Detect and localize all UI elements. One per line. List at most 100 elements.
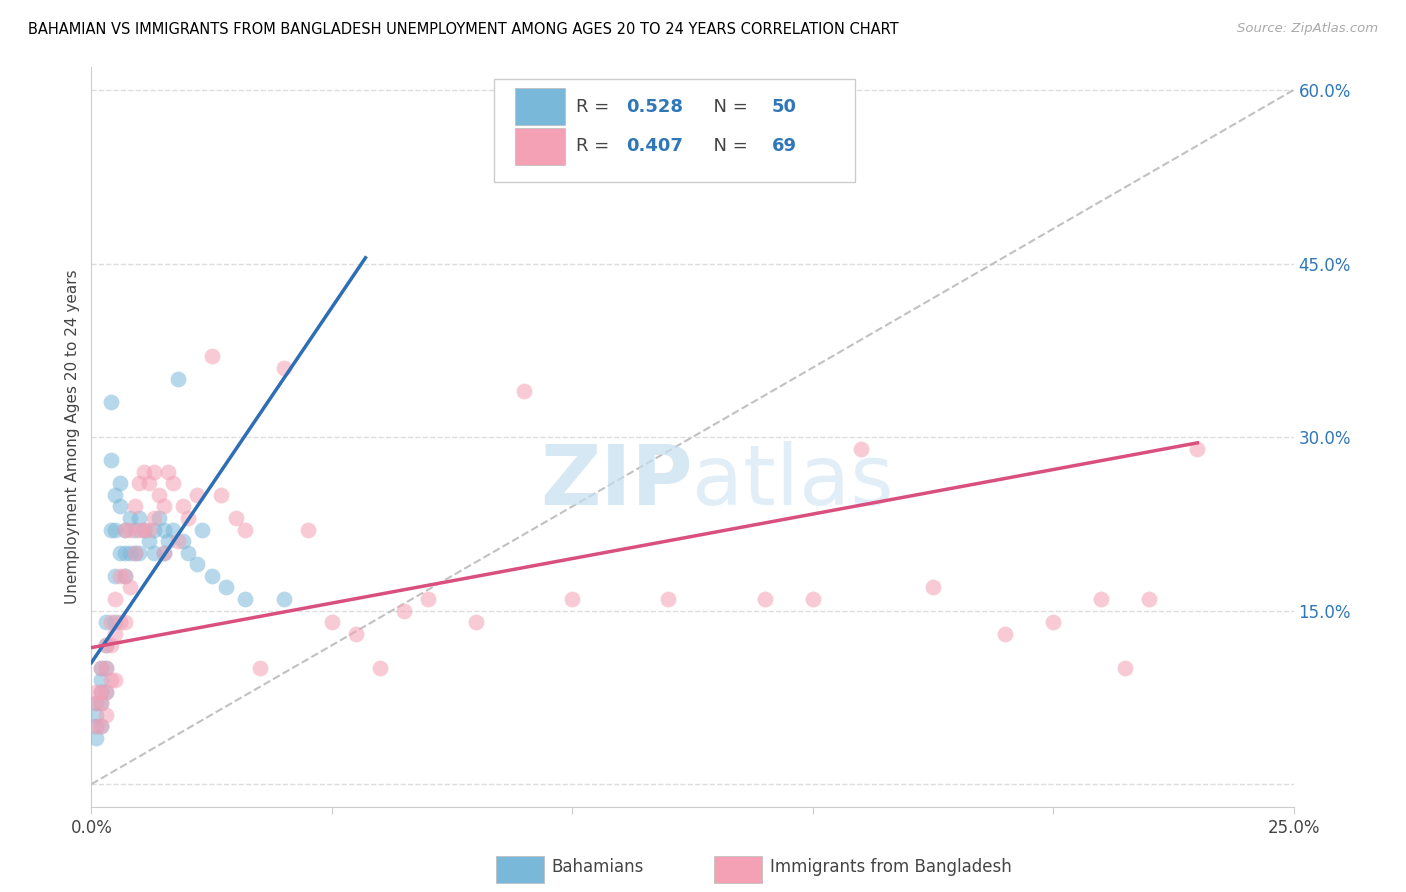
Point xyxy=(186,558,208,572)
Point xyxy=(1042,615,1064,630)
Point xyxy=(104,523,127,537)
Point xyxy=(128,476,150,491)
Point xyxy=(118,523,141,537)
Point xyxy=(273,592,295,607)
Point xyxy=(84,719,107,733)
Text: 69: 69 xyxy=(772,137,797,155)
Point xyxy=(110,500,132,514)
Point xyxy=(124,546,146,560)
Point xyxy=(84,707,107,722)
Point xyxy=(1137,592,1160,607)
Point xyxy=(134,523,156,537)
FancyBboxPatch shape xyxy=(515,128,565,165)
Point xyxy=(110,546,132,560)
Point xyxy=(104,569,127,583)
Point xyxy=(172,534,194,549)
Point xyxy=(134,523,156,537)
Point xyxy=(152,500,174,514)
Point xyxy=(94,638,117,652)
Point xyxy=(1090,592,1112,607)
Point xyxy=(90,673,112,687)
Point xyxy=(114,569,136,583)
Point xyxy=(110,615,132,630)
Point xyxy=(321,615,343,630)
Point xyxy=(167,534,190,549)
Point xyxy=(233,592,256,607)
Point xyxy=(344,626,367,640)
Point xyxy=(124,500,146,514)
Text: R =: R = xyxy=(576,98,614,116)
Point xyxy=(100,615,122,630)
Point xyxy=(157,534,180,549)
Point xyxy=(114,523,136,537)
Point xyxy=(114,546,136,560)
Point xyxy=(142,523,165,537)
Point xyxy=(922,581,945,595)
Point xyxy=(100,673,122,687)
Point xyxy=(84,684,107,698)
Point xyxy=(152,546,174,560)
Point xyxy=(162,476,184,491)
Text: 50: 50 xyxy=(772,98,797,116)
Point xyxy=(148,488,170,502)
Point xyxy=(128,523,150,537)
Point xyxy=(100,523,122,537)
Point xyxy=(249,661,271,675)
Point xyxy=(209,488,232,502)
Point xyxy=(201,349,224,363)
Text: N =: N = xyxy=(702,98,754,116)
Point xyxy=(118,581,141,595)
Point xyxy=(801,592,824,607)
Point xyxy=(110,569,132,583)
Point xyxy=(142,465,165,479)
Point xyxy=(172,500,194,514)
Point xyxy=(90,684,112,698)
Point xyxy=(416,592,439,607)
Point xyxy=(128,511,150,525)
Point xyxy=(100,638,122,652)
Point xyxy=(233,523,256,537)
Point xyxy=(176,546,198,560)
Point xyxy=(657,592,679,607)
Point xyxy=(138,523,160,537)
Text: 0.407: 0.407 xyxy=(626,137,683,155)
Point xyxy=(90,719,112,733)
Point xyxy=(94,684,117,698)
Point xyxy=(110,476,132,491)
Y-axis label: Unemployment Among Ages 20 to 24 years: Unemployment Among Ages 20 to 24 years xyxy=(65,269,80,605)
Point xyxy=(513,384,536,398)
Point xyxy=(104,673,127,687)
Point xyxy=(754,592,776,607)
Point xyxy=(142,511,165,525)
FancyBboxPatch shape xyxy=(515,88,565,126)
Point xyxy=(392,604,415,618)
Point xyxy=(215,581,238,595)
Point xyxy=(152,523,174,537)
Point xyxy=(297,523,319,537)
Point xyxy=(104,592,127,607)
Point xyxy=(90,684,112,698)
Point xyxy=(84,696,107,710)
Point xyxy=(561,592,583,607)
Text: Immigrants from Bangladesh: Immigrants from Bangladesh xyxy=(770,858,1012,876)
Point xyxy=(94,661,117,675)
Point xyxy=(201,569,224,583)
Point xyxy=(90,696,112,710)
Point xyxy=(225,511,247,525)
FancyBboxPatch shape xyxy=(494,79,855,182)
Text: atlas: atlas xyxy=(692,441,894,522)
Point xyxy=(134,465,156,479)
Point xyxy=(142,546,165,560)
Text: R =: R = xyxy=(576,137,614,155)
Point xyxy=(465,615,488,630)
Point xyxy=(100,395,122,409)
Point xyxy=(273,360,295,375)
Point xyxy=(368,661,391,675)
Point xyxy=(90,719,112,733)
Point xyxy=(94,707,117,722)
Point xyxy=(1187,442,1209,456)
Point xyxy=(128,546,150,560)
Text: BAHAMIAN VS IMMIGRANTS FROM BANGLADESH UNEMPLOYMENT AMONG AGES 20 TO 24 YEARS CO: BAHAMIAN VS IMMIGRANTS FROM BANGLADESH U… xyxy=(28,22,898,37)
Text: Source: ZipAtlas.com: Source: ZipAtlas.com xyxy=(1237,22,1378,36)
Point xyxy=(94,661,117,675)
